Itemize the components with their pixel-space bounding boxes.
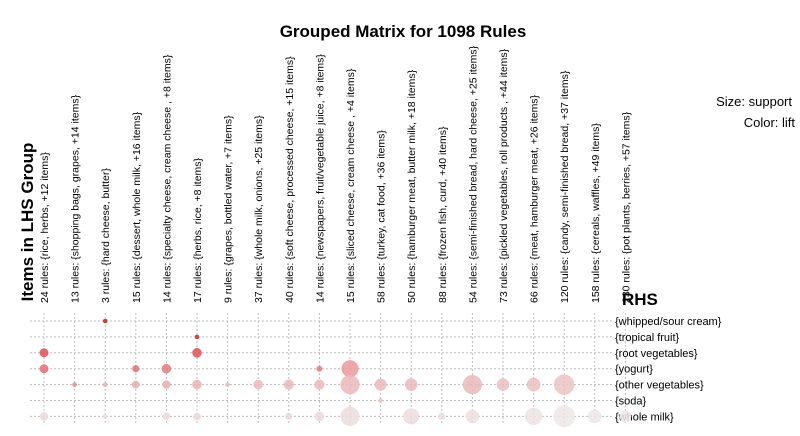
lhs-group-label: 230 rules: {pot plants, berries, +57 ite…	[620, 111, 632, 303]
bubble	[194, 334, 200, 340]
bubble	[524, 407, 543, 426]
lhs-group-label: 73 rules: {pickled vegetables, roll prod…	[498, 48, 510, 303]
lhs-group-label: 14 rules: {specialty cheese, cream chees…	[161, 54, 173, 303]
bubble	[162, 412, 171, 421]
rhs-item-label: {soda}	[615, 396, 647, 408]
bubble	[285, 412, 293, 420]
lhs-group-label: 24 rules: {rice, herbs, +12 items}	[39, 152, 51, 303]
lhs-group-label: 15 rules: {sliced cheese, cream cheese ,…	[345, 68, 357, 303]
bubble	[102, 382, 108, 387]
lhs-group-label: 15 rules: {dessert, whole milk, +16 item…	[131, 111, 143, 303]
bubble	[465, 409, 480, 424]
bubble	[39, 412, 49, 421]
bubble	[462, 375, 482, 395]
bubble	[192, 379, 202, 390]
rhs-item-label: {other vegetables}	[615, 380, 704, 392]
rhs-item-label: {tropical fruit}	[615, 332, 680, 344]
lhs-group-label: 9 rules: {grapes, bottled water, +7 item…	[223, 115, 235, 303]
bubble	[341, 360, 359, 378]
rhs-item-labels: {whipped/sour cream} {tropical fruit} {roo…	[615, 316, 722, 423]
lhs-group-label: 66 rules: {meat, hamburger meat, +26 ite…	[529, 94, 541, 303]
bubble	[39, 348, 49, 358]
bubble	[553, 405, 575, 428]
rhs-axis-label: RHS	[622, 290, 658, 309]
bubble	[340, 375, 360, 395]
bubble	[587, 409, 602, 424]
bubble	[526, 377, 541, 392]
bubble	[403, 408, 420, 425]
bubble	[314, 379, 325, 390]
bubble	[554, 374, 575, 395]
lhs-group-label: 54 rules: {semi-finished bread, hard che…	[467, 45, 479, 303]
lhs-group-label: 13 rules: {shopping bags, grapes, +14 it…	[70, 94, 82, 303]
rhs-item-label: {yogurt}	[615, 364, 653, 376]
lhs-group-label: 50 rules: {hamburger meat, butter milk, …	[406, 69, 418, 303]
bubble	[162, 380, 171, 389]
y-axis-label: Items in LHS Group	[18, 143, 37, 302]
lhs-group-label: 58 rules: {turkey, cat food, +36 items}	[376, 130, 388, 303]
bubble	[102, 414, 108, 419]
rhs-item-label: {whipped/sour cream}	[615, 316, 722, 328]
bubble	[161, 363, 172, 374]
lhs-group-label: 88 rules: {frozen fish, curd, +40 items}	[437, 126, 449, 303]
bubble	[496, 378, 510, 391]
lhs-group-label: 120 rules: {candy, semi-finished bread, …	[559, 70, 571, 303]
bubble	[404, 378, 418, 391]
lhs-group-label: 37 rules: {whole milk, onions, +25 items…	[253, 115, 265, 303]
bubble	[132, 365, 140, 373]
bubble	[192, 348, 202, 358]
bubble	[374, 378, 387, 391]
rhs-item-label: {root vegetables}	[615, 348, 698, 360]
bubble	[102, 318, 108, 324]
legend-size-text: Size: support	[716, 94, 792, 109]
bubble	[131, 380, 140, 389]
bubble	[619, 410, 632, 423]
lhs-group-label: 17 rules: {herbs, rice, +8 items}	[192, 157, 204, 303]
lhs-group-label: 158 rules: {cereals, waffles, +49 items}	[590, 123, 602, 303]
bubble	[72, 382, 77, 387]
bubble	[283, 379, 294, 390]
lhs-group-label: 40 rules: {soft cheese, processed cheese…	[284, 56, 296, 303]
chart-title: Grouped Matrix for 1098 Rules	[280, 22, 527, 41]
legend-color-text: Color: lift	[744, 115, 796, 130]
bubble	[438, 412, 446, 420]
bubbles	[39, 318, 632, 428]
bubble	[39, 364, 49, 374]
lhs-group-label: 14 rules: {newspapers, fruit/vegetable j…	[314, 54, 326, 303]
lhs-group-labels: 24 rules: {rice, herbs, +12 items} 13 rul…	[39, 45, 632, 303]
bubble	[253, 379, 263, 390]
lhs-group-label: 3 rules: {hard cheese, butter}	[100, 168, 112, 303]
bubble	[378, 398, 383, 403]
bubble	[316, 365, 323, 372]
bubble	[193, 412, 201, 421]
bubble	[340, 406, 360, 426]
bubble	[225, 382, 230, 387]
bubble	[314, 411, 325, 422]
